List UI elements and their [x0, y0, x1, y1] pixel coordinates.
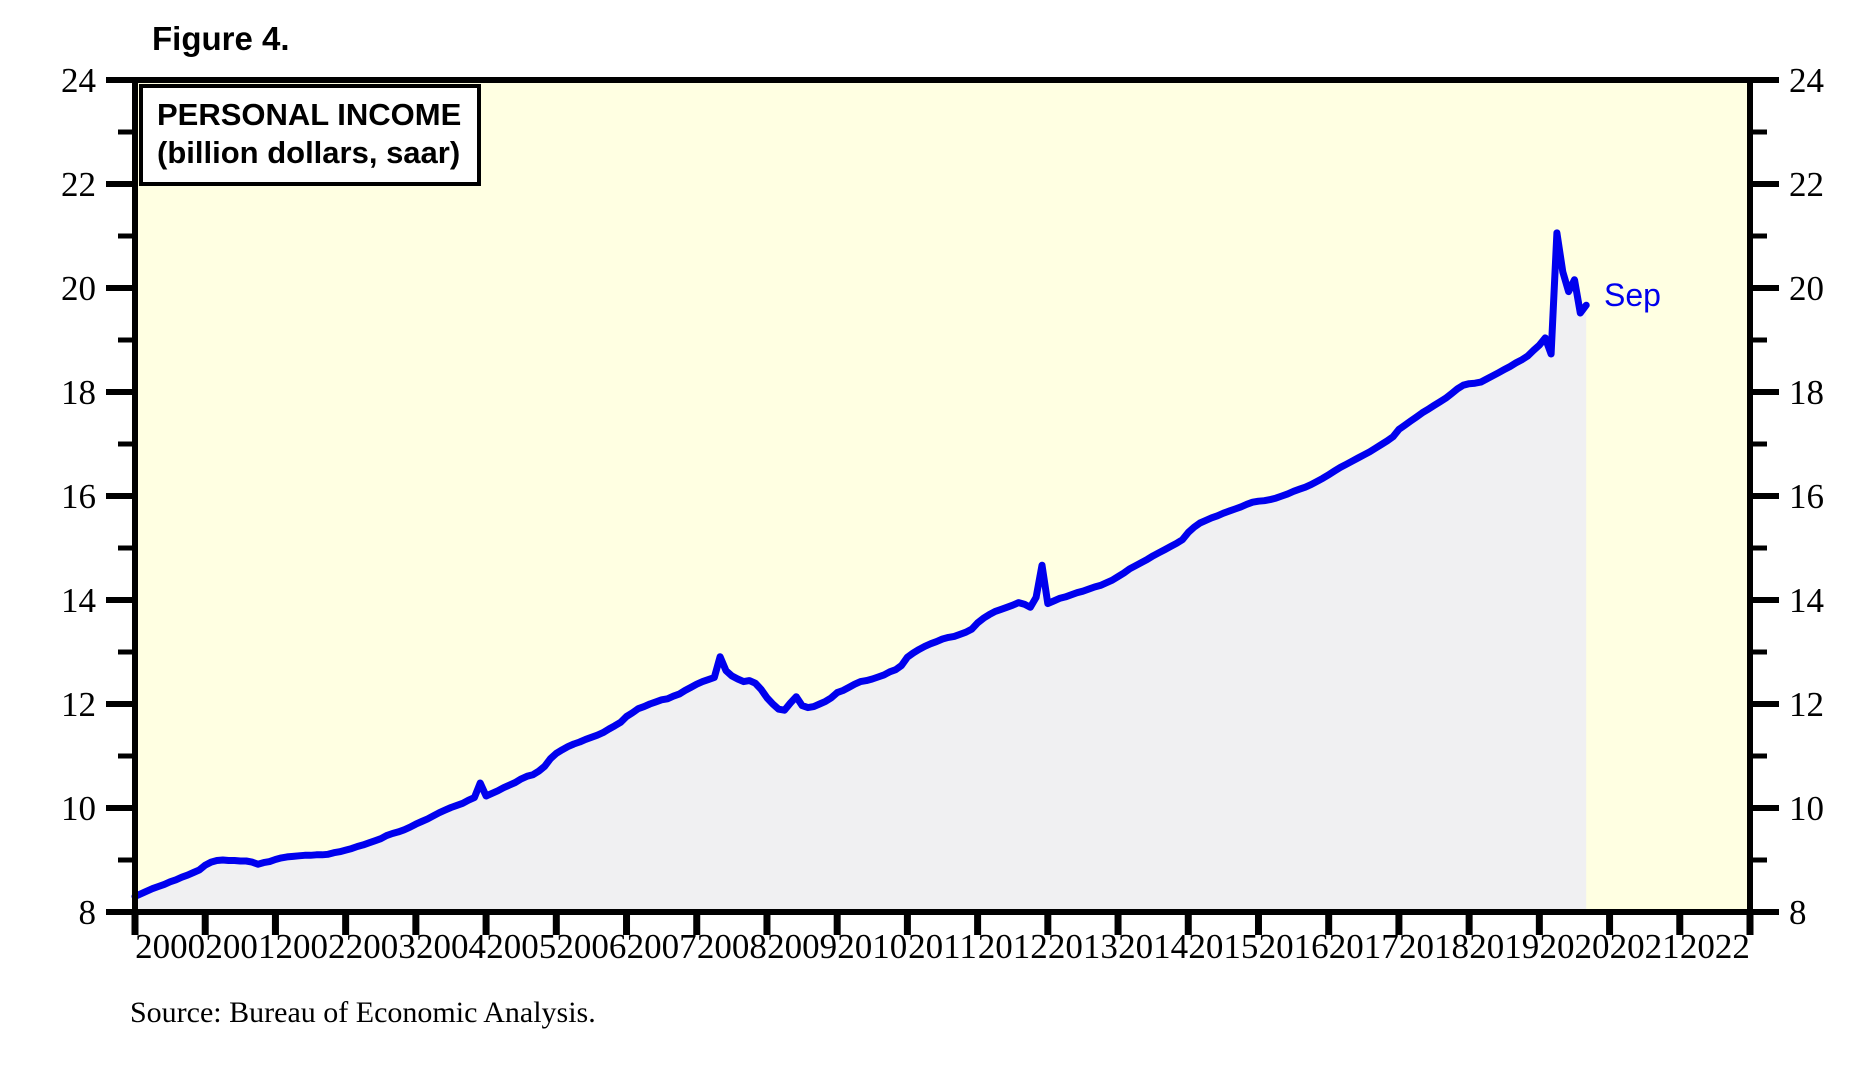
x-axis-year-label: 2004 — [416, 927, 486, 966]
y-axis-tick-label-left: 24 — [61, 61, 96, 100]
chart-subtitle: (billion dollars, saar) — [157, 135, 461, 170]
x-axis-year-label: 2013 — [1048, 927, 1118, 966]
y-axis-tick-label-right: 10 — [1789, 789, 1824, 828]
y-axis-tick-label-right: 22 — [1789, 165, 1824, 204]
x-axis-year-label: 2006 — [556, 927, 626, 966]
source-note: Source: Bureau of Economic Analysis. — [130, 996, 596, 1029]
y-axis-tick-label-right: 16 — [1789, 477, 1824, 516]
x-axis-year-label: 2015 — [1188, 927, 1258, 966]
x-axis-year-label: 2022 — [1680, 927, 1750, 966]
y-axis-tick-label-left: 22 — [61, 165, 96, 204]
x-axis-year-label: 2000 — [135, 927, 205, 966]
x-axis-year-label: 2007 — [627, 927, 697, 966]
y-axis-tick-label-left: 8 — [79, 893, 97, 932]
x-axis-year-label: 2020 — [1539, 927, 1609, 966]
series-end-label: Sep — [1604, 277, 1661, 313]
x-axis-year-label: 2014 — [1118, 927, 1188, 966]
figure-label: Figure 4. — [152, 20, 290, 57]
x-axis-year-label: 2017 — [1329, 927, 1399, 966]
y-axis-tick-label-left: 16 — [61, 477, 96, 516]
x-axis-year-label: 2016 — [1259, 927, 1329, 966]
y-axis-tick-label-left: 10 — [61, 789, 96, 828]
y-axis-tick-label-left: 14 — [61, 581, 96, 620]
x-axis-year-label: 2002 — [276, 927, 346, 966]
y-axis-tick-label-right: 14 — [1789, 581, 1824, 620]
y-axis-tick-label-right: 20 — [1789, 269, 1824, 308]
x-axis-year-label: 2010 — [837, 927, 907, 966]
x-axis-year-label: 2012 — [978, 927, 1048, 966]
plot-frame — [132, 77, 1753, 915]
x-axis-year-label: 2008 — [697, 927, 767, 966]
x-axis-year-label: 2019 — [1469, 927, 1539, 966]
x-axis-year-label: 2005 — [486, 927, 556, 966]
y-axis-tick-label-right: 12 — [1789, 685, 1824, 724]
chart-title: PERSONAL INCOME — [157, 97, 462, 132]
series-area-fill — [135, 232, 1587, 912]
x-axis-year-label: 2009 — [767, 927, 837, 966]
x-axis-year-label: 2011 — [908, 927, 977, 966]
series-line — [131, 229, 1590, 900]
y-axis-tick-label-right: 8 — [1789, 893, 1807, 932]
x-axis-year-label: 2001 — [205, 927, 275, 966]
y-axis-tick-label-right: 18 — [1789, 373, 1824, 412]
x-axis-year-label: 2003 — [346, 927, 416, 966]
y-axis-tick-label-right: 24 — [1789, 61, 1824, 100]
y-axis-tick-label-left: 12 — [61, 685, 96, 724]
chart-title-box: PERSONAL INCOME (billion dollars, saar) — [139, 84, 482, 186]
x-axis-year-label: 2021 — [1610, 927, 1680, 966]
x-axis-year-label: 2018 — [1399, 927, 1469, 966]
y-axis-tick-label-left: 20 — [61, 269, 96, 308]
y-axis-tick-label-left: 18 — [61, 373, 96, 412]
